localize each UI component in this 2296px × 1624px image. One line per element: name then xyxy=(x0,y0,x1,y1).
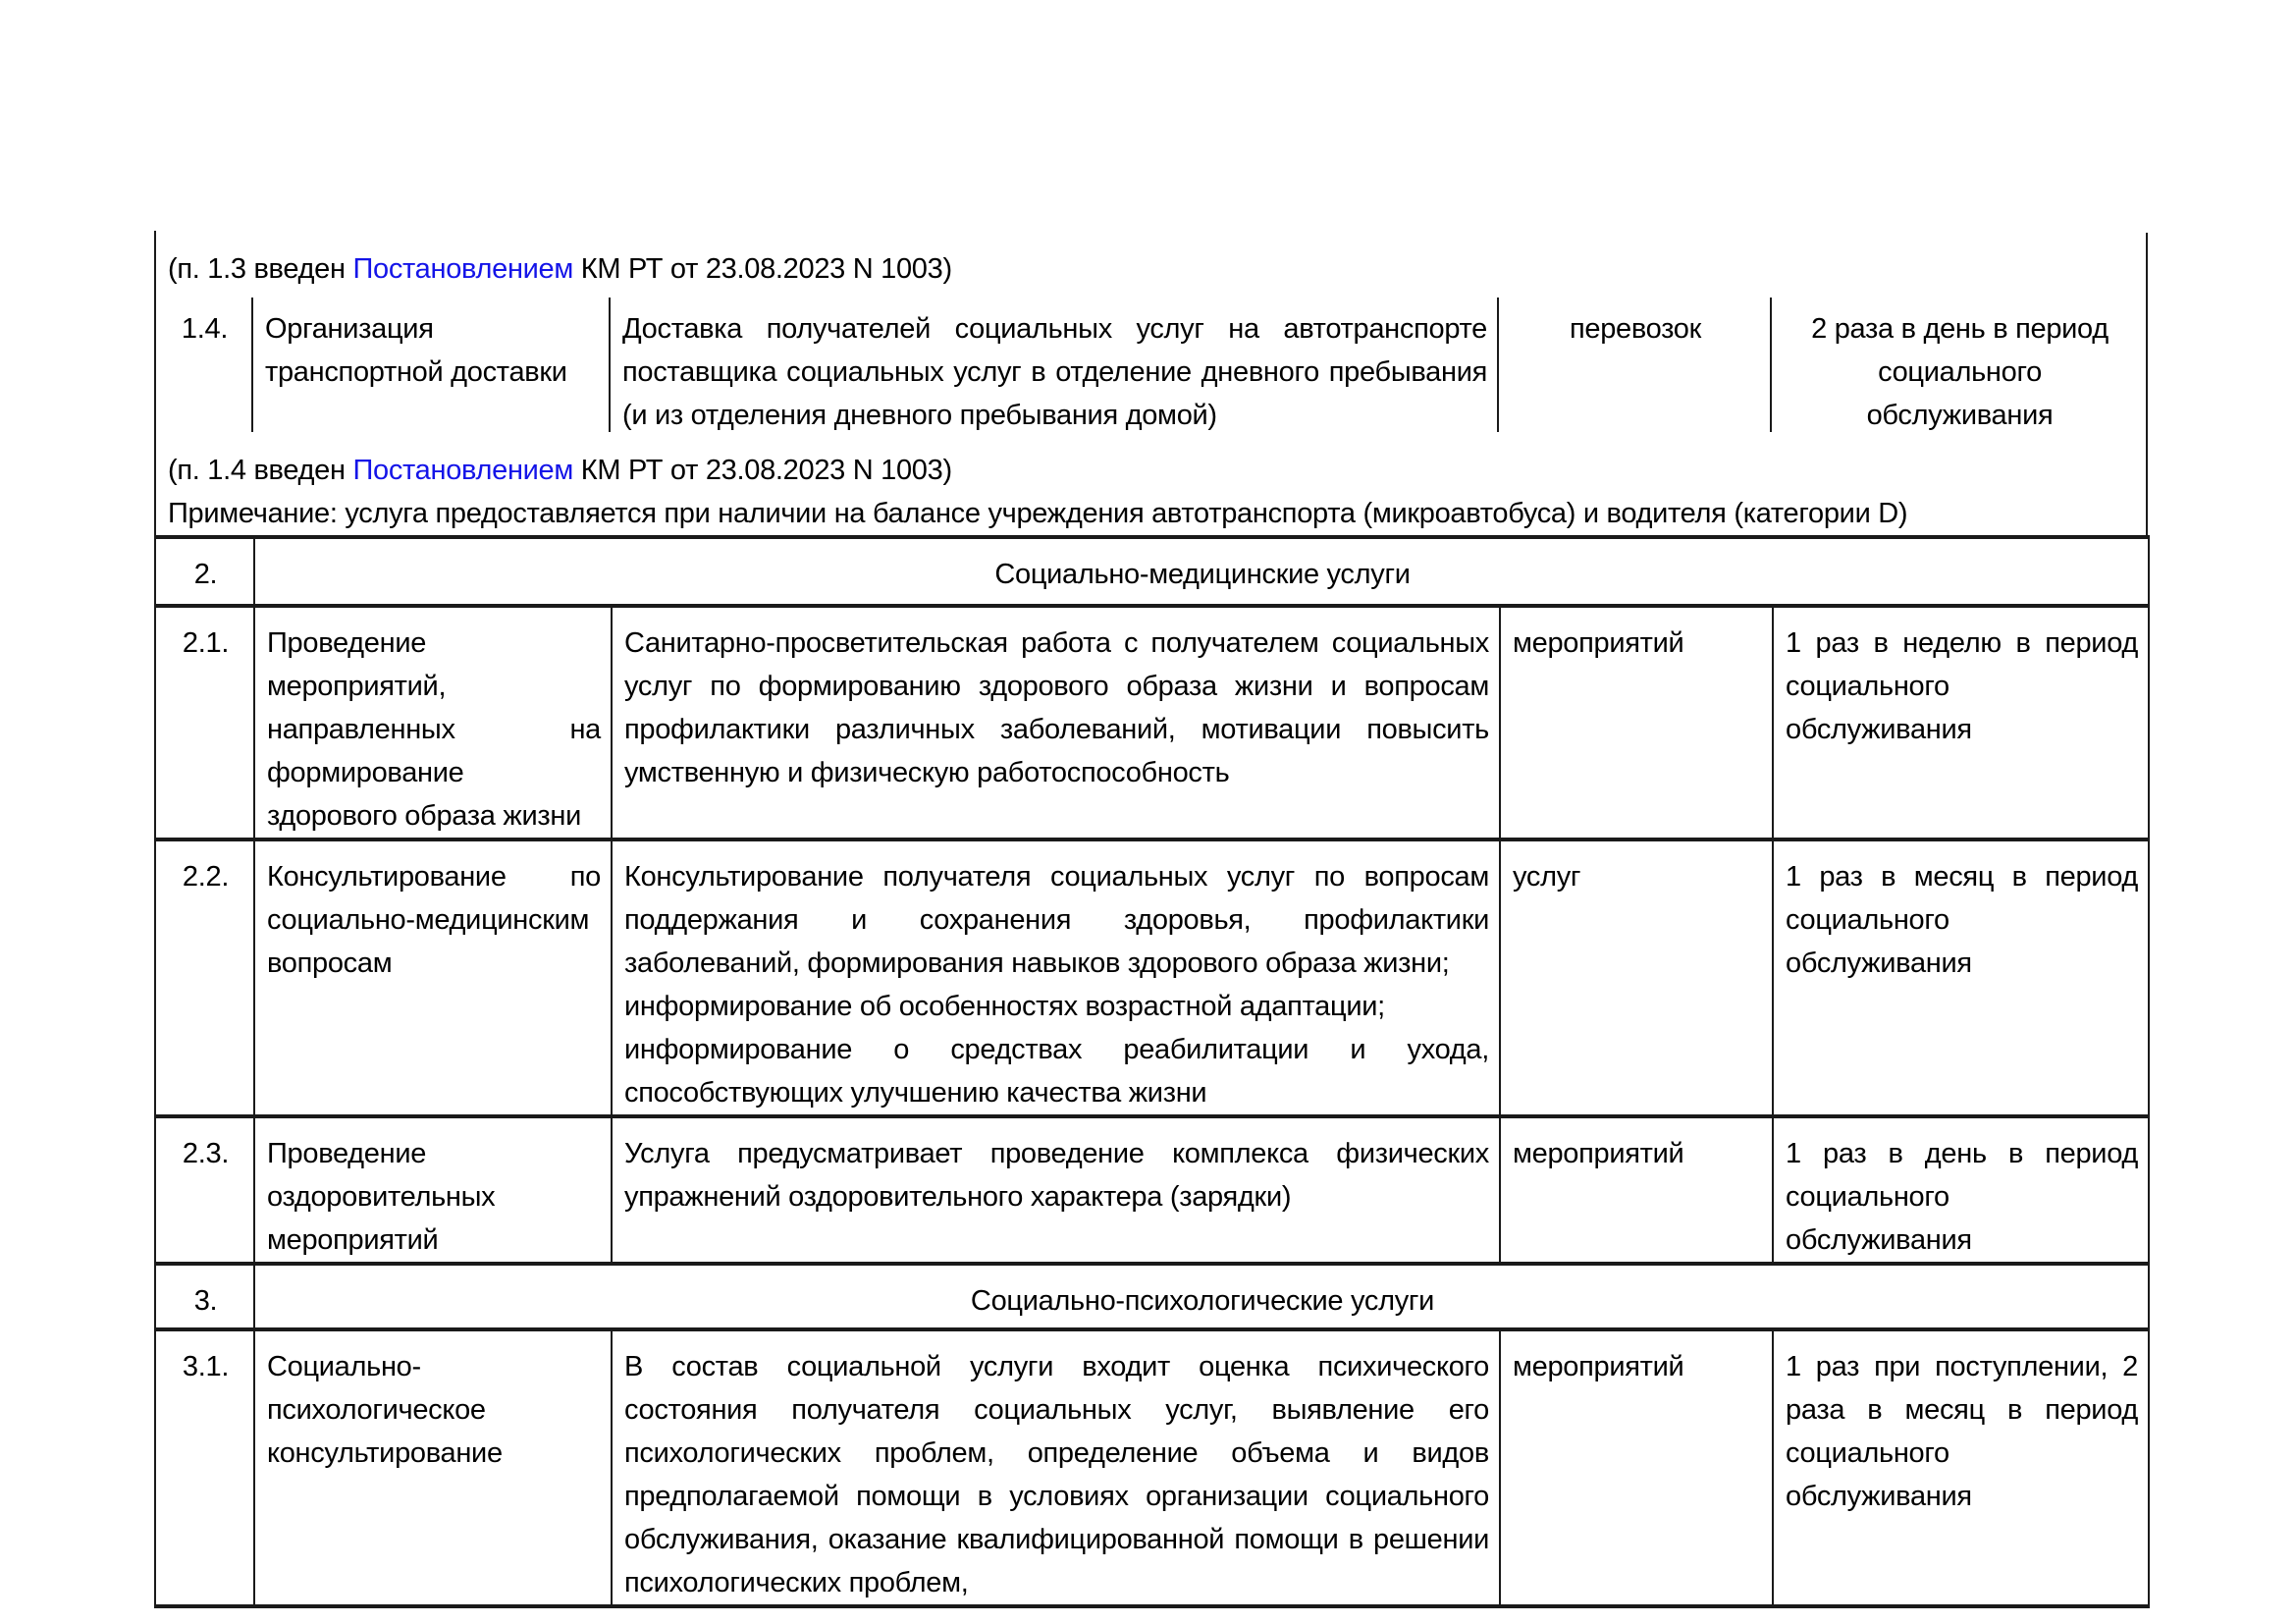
table-row-2-1: 2.1. Проведение мероприятий, направленны… xyxy=(154,604,2151,841)
outer-right-border xyxy=(2146,233,2148,535)
table-row-1-4: 1.4. Организация транспортной доставки Д… xyxy=(156,298,2146,432)
cell-row-number: 2.1. xyxy=(154,604,255,841)
section-header-2: 2. Социально-медицинские услуги xyxy=(154,535,2151,608)
note-remark: Примечание: услуга предоставляется при н… xyxy=(168,498,1908,529)
cell-unit: услуг xyxy=(1499,838,1774,1118)
note-p14: (п. 1.4 введен Постановлением КМ РТ от 2… xyxy=(168,449,952,492)
cell-frequency: 1 раз в день в период социального обслуж… xyxy=(1771,1114,2151,1266)
cell-unit: мероприятий xyxy=(1499,1327,1774,1608)
note-p13-suffix: КМ РТ от 23.08.2023 N 1003) xyxy=(573,253,952,285)
section-number: 2. xyxy=(154,535,255,608)
note-p13: (п. 1.3 введен Постановлением КМ РТ от 2… xyxy=(168,247,952,291)
cell-description: Доставка получателей социальных услуг на… xyxy=(611,298,1499,432)
section-header-3: 3. Социально-психологические услуги xyxy=(154,1262,2151,1331)
cell-row-number: 2.2. xyxy=(154,838,255,1118)
services-table: 2. Социально-медицинские услуги 2.1. Про… xyxy=(154,535,2151,1608)
outer-left-border xyxy=(154,231,156,535)
table-row-3-1: 3.1. Социально-психологическое консульти… xyxy=(154,1327,2151,1608)
cell-frequency: 1 раз в месяц в период социального обслу… xyxy=(1771,838,2151,1118)
table-row-2-3: 2.3. Проведение оздоровительных мероприя… xyxy=(154,1114,2151,1266)
cell-row-number: 1.4. xyxy=(156,298,253,432)
link-postanovlenie-p13[interactable]: Постановлением xyxy=(352,253,574,285)
cell-unit: мероприятий xyxy=(1499,1114,1774,1266)
cell-service-name: Организация транспортной доставки xyxy=(253,298,611,432)
note-p13-prefix: (п. 1.3 введен xyxy=(168,253,353,285)
section-title: Социально-психологические услуги xyxy=(252,1262,2151,1331)
cell-row-number: 2.3. xyxy=(154,1114,255,1266)
section-title: Социально-медицинские услуги xyxy=(252,535,2151,608)
cell-description: В состав социальной услуги входит оценка… xyxy=(611,1327,1501,1608)
cell-description: Санитарно-просветительская работа с полу… xyxy=(611,604,1501,841)
section-number: 3. xyxy=(154,1262,255,1331)
cell-unit: перевозок xyxy=(1499,298,1772,432)
note-p14-suffix: КМ РТ от 23.08.2023 N 1003) xyxy=(573,455,952,486)
cell-unit: мероприятий xyxy=(1499,604,1774,841)
cell-frequency: 1 раз при поступлении, 2 раза в месяц в … xyxy=(1771,1327,2151,1608)
cell-service-name: Социально-психологическое консультирован… xyxy=(253,1327,613,1608)
cell-description: Консультирование получателя социальных у… xyxy=(611,838,1501,1118)
cell-frequency: 2 раза в день в период социального обслу… xyxy=(1811,313,2109,431)
link-postanovlenie-p14[interactable]: Постановлением xyxy=(352,455,574,486)
cell-frequency: 1 раз в неделю в период социального обсл… xyxy=(1771,604,2151,841)
cell-service-name: Проведение оздоровительных мероприятий xyxy=(253,1114,613,1266)
table-row-2-2: 2.2. Консультирование по социально-медиц… xyxy=(154,838,2151,1118)
cell-description: Услуга предусматривает проведение компле… xyxy=(611,1114,1501,1266)
cell-row-number: 3.1. xyxy=(154,1327,255,1608)
cell-service-name: Консультирование по социально-медицински… xyxy=(253,838,613,1118)
cell-service-name: Проведение мероприятий, направленных на … xyxy=(253,604,613,841)
note-p14-prefix: (п. 1.4 введен xyxy=(168,455,353,486)
